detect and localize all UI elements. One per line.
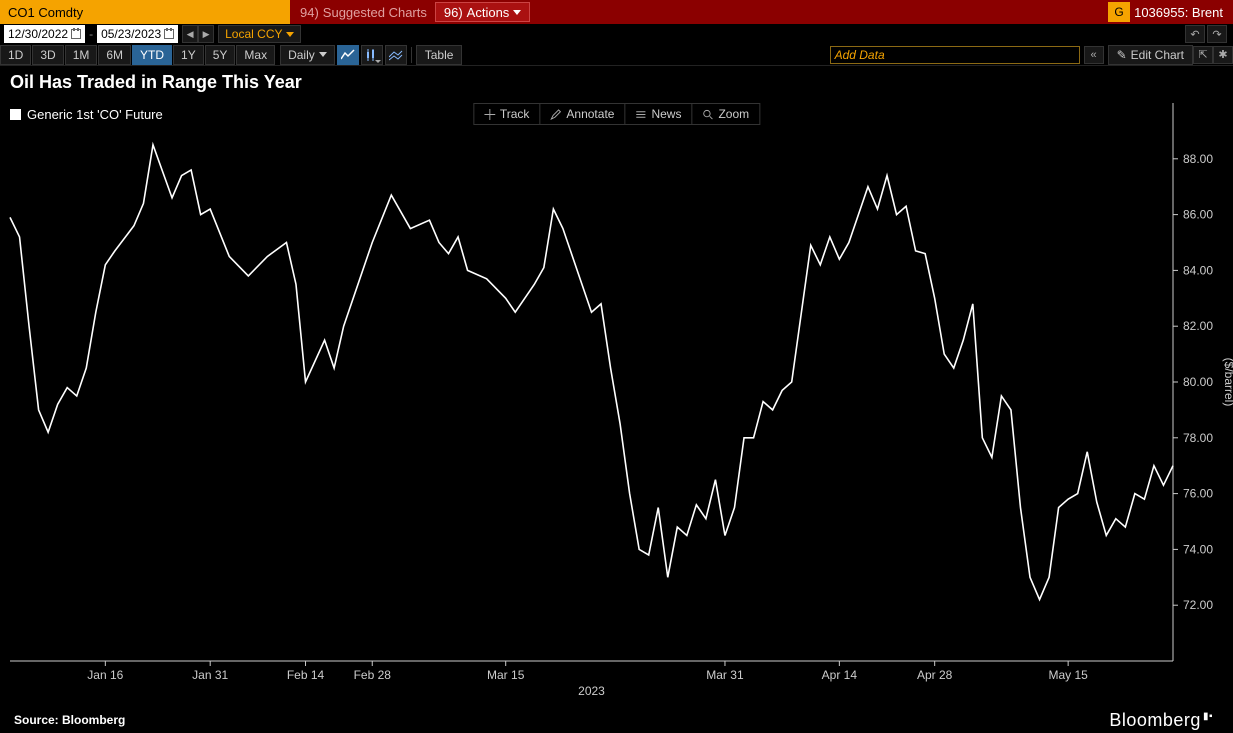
svg-text:76.00: 76.00: [1183, 487, 1213, 501]
ticker-text: CO1 Comdty: [8, 5, 83, 20]
svg-text:Apr 14: Apr 14: [822, 668, 858, 682]
date-next-button[interactable]: ▶: [198, 25, 214, 43]
timeframe-buttons: 1D3D1M6MYTD1Y5YMax: [0, 45, 276, 65]
chart-tool-news-button[interactable]: News: [625, 104, 692, 124]
timeframe-6m-button[interactable]: 6M: [98, 45, 131, 65]
add-data-placeholder: Add Data: [835, 48, 885, 62]
legend-swatch: [10, 109, 21, 120]
timeframe-ytd-button[interactable]: YTD: [132, 45, 172, 65]
date-range-row: 12/30/2022 - 05/23/2023 ◀ ▶ Local CCY ↶ …: [0, 24, 1233, 44]
collapse-sidebar-button[interactable]: «: [1084, 46, 1104, 64]
brand-text: Bloomberg: [1109, 710, 1201, 731]
line-chart-icon[interactable]: [337, 45, 359, 65]
svg-text:2023: 2023: [578, 684, 605, 698]
frequency-label: Daily: [288, 48, 315, 62]
svg-text:Mar 15: Mar 15: [487, 668, 525, 682]
export-button[interactable]: ⇱: [1193, 46, 1213, 64]
date-nav-arrows: ◀ ▶: [182, 25, 214, 43]
currency-select[interactable]: Local CCY: [218, 25, 301, 43]
svg-text:Apr 28: Apr 28: [917, 668, 953, 682]
svg-text:88.00: 88.00: [1183, 152, 1213, 166]
chart-tool-zoom-button[interactable]: Zoom: [692, 104, 759, 124]
chart-tool-annotate-button[interactable]: Annotate: [540, 104, 625, 124]
end-date-field[interactable]: 05/23/2023: [97, 25, 178, 43]
brand-tick-icon: ▮▪: [1203, 711, 1213, 722]
footer: Source: Bloomberg Bloomberg ▮▪: [0, 707, 1233, 733]
svg-text:74.00: 74.00: [1183, 542, 1213, 556]
timeframe-5y-button[interactable]: 5Y: [205, 45, 236, 65]
brand-logo: Bloomberg ▮▪: [1109, 710, 1213, 731]
chart-toolbar: 1D3D1M6MYTD1Y5YMax Daily Table Add Data …: [0, 44, 1233, 66]
svg-text:86.00: 86.00: [1183, 208, 1213, 222]
actions-label: Actions: [467, 5, 510, 20]
caret-down-icon: [513, 10, 521, 15]
timeframe-1y-button[interactable]: 1Y: [173, 45, 204, 65]
svg-text:Feb 14: Feb 14: [287, 668, 325, 682]
table-button[interactable]: Table: [416, 45, 463, 65]
edit-chart-label: Edit Chart: [1131, 48, 1184, 62]
timeframe-1m-button[interactable]: 1M: [65, 45, 98, 65]
suggested-label: Suggested Charts: [323, 5, 427, 20]
svg-text:78.00: 78.00: [1183, 431, 1213, 445]
source-label: Source: Bloomberg: [14, 713, 125, 727]
timeframe-3d-button[interactable]: 3D: [32, 45, 63, 65]
edit-chart-button[interactable]: ✎ Edit Chart: [1108, 45, 1193, 65]
separator: [411, 47, 412, 63]
suggested-prefix: 94): [300, 5, 319, 20]
date-separator: -: [89, 27, 93, 41]
pencil-icon: ✎: [1117, 48, 1127, 62]
currency-label: Local CCY: [225, 27, 282, 41]
start-date-field[interactable]: 12/30/2022: [4, 25, 85, 43]
redo-button[interactable]: ↷: [1207, 25, 1227, 43]
timeframe-1d-button[interactable]: 1D: [0, 45, 31, 65]
svg-text:82.00: 82.00: [1183, 319, 1213, 333]
svg-text:72.00: 72.00: [1183, 598, 1213, 612]
chart-title: Oil Has Traded in Range This Year: [0, 66, 1233, 95]
svg-text:Mar 31: Mar 31: [706, 668, 744, 682]
svg-text:Jan 31: Jan 31: [192, 668, 228, 682]
svg-text:Feb 28: Feb 28: [354, 668, 392, 682]
compare-icon[interactable]: [385, 45, 407, 65]
actions-button[interactable]: 96) Actions: [435, 2, 530, 22]
caret-down-icon: [375, 60, 381, 63]
timeframe-max-button[interactable]: Max: [236, 45, 275, 65]
table-label: Table: [425, 48, 454, 62]
suggested-charts-button[interactable]: 94) Suggested Charts: [300, 5, 427, 20]
svg-text:($/barrel): ($/barrel): [1222, 358, 1233, 407]
calendar-icon: [164, 29, 174, 39]
end-date-text: 05/23/2023: [101, 27, 161, 41]
chart-tool-track-button[interactable]: Track: [474, 104, 541, 124]
command-bar: CO1 Comdty 94) Suggested Charts 96) Acti…: [0, 0, 1233, 24]
ticker-input[interactable]: CO1 Comdty: [0, 0, 290, 24]
date-prev-button[interactable]: ◀: [182, 25, 198, 43]
page-context: G 1036955: Brent: [1108, 2, 1233, 22]
context-label: 1036955: Brent: [1134, 5, 1223, 20]
add-data-input[interactable]: Add Data: [830, 46, 1080, 64]
frequency-select[interactable]: Daily: [280, 45, 335, 65]
svg-text:Jan 16: Jan 16: [87, 668, 123, 682]
legend[interactable]: Generic 1st 'CO' Future: [10, 107, 163, 122]
chart-overlay-tools: TrackAnnotateNewsZoom: [473, 103, 760, 125]
actions-prefix: 96): [444, 5, 463, 20]
caret-down-icon: [319, 52, 327, 57]
svg-text:80.00: 80.00: [1183, 375, 1213, 389]
undo-button[interactable]: ↶: [1185, 25, 1205, 43]
context-prefix: G: [1108, 2, 1130, 22]
caret-down-icon: [286, 32, 294, 37]
legend-label: Generic 1st 'CO' Future: [27, 107, 163, 122]
chart-svg: 72.00 74.00 76.00 78.00 80.00 82.00 84.00 86.00…: [0, 95, 1233, 707]
settings-button[interactable]: ✱: [1213, 46, 1233, 64]
start-date-text: 12/30/2022: [8, 27, 68, 41]
calendar-icon: [71, 29, 81, 39]
chart-area[interactable]: Generic 1st 'CO' Future TrackAnnotateNew…: [0, 95, 1233, 707]
svg-text:May 15: May 15: [1048, 668, 1088, 682]
svg-text:84.00: 84.00: [1183, 263, 1213, 277]
candle-chart-icon[interactable]: [361, 45, 383, 65]
